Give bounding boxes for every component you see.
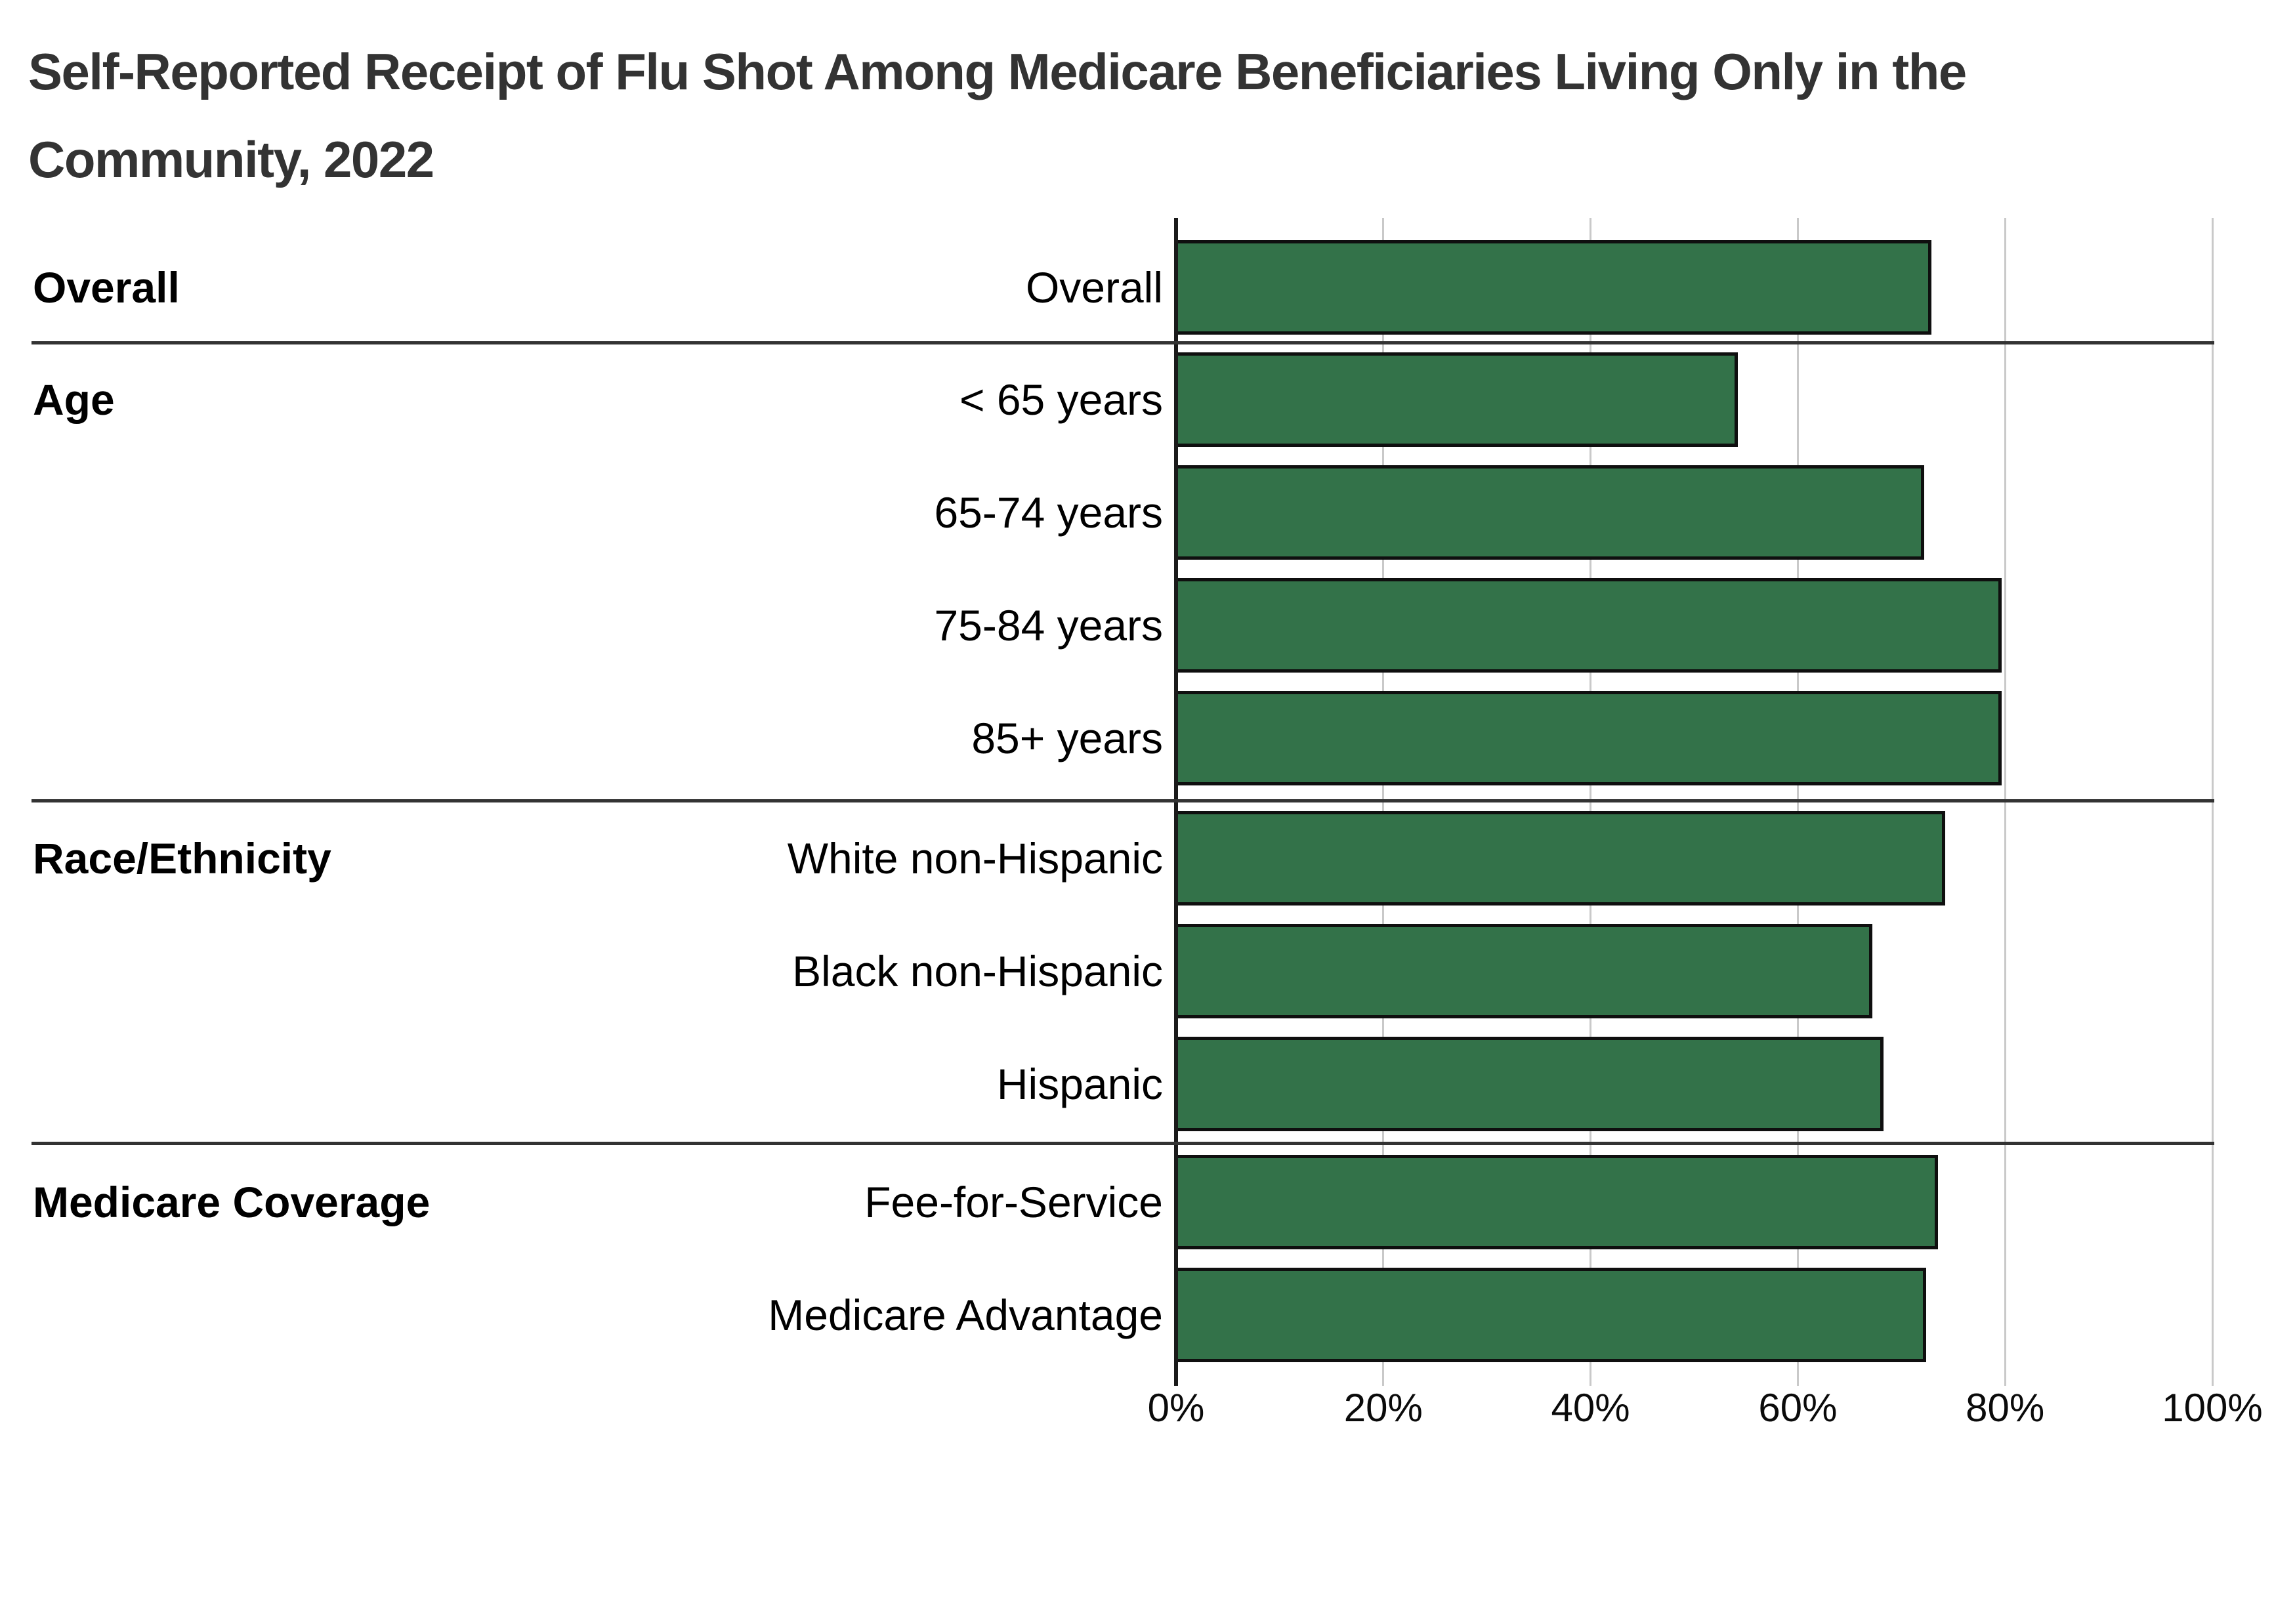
- bar: [1174, 811, 1945, 906]
- group-label: Overall: [33, 263, 180, 312]
- x-axis-tick-label: 80%: [1966, 1386, 2045, 1430]
- chart-title-line-2: Community, 2022: [28, 131, 434, 188]
- bar: [1174, 691, 2002, 785]
- x-axis-tick-label: 20%: [1343, 1386, 1423, 1430]
- row-label: 75-84 years: [934, 601, 1163, 650]
- bar: [1174, 465, 1924, 560]
- row-label: 65-74 years: [934, 488, 1163, 537]
- row-label: 85+ years: [971, 714, 1163, 762]
- bar: [1174, 1155, 1938, 1249]
- x-axis-tick-label: 100%: [2162, 1386, 2263, 1430]
- bar: [1174, 1037, 1884, 1131]
- row-label: Fee-for-Service: [864, 1178, 1163, 1226]
- bar: [1174, 240, 1931, 335]
- group-separator-line: [32, 799, 2214, 802]
- group-separator-line: [32, 1142, 2214, 1145]
- group-separator-line: [32, 341, 2214, 344]
- group-label: Age: [33, 375, 115, 424]
- group-label: Medicare Coverage: [33, 1178, 431, 1226]
- bar: [1174, 924, 1872, 1018]
- row-label: < 65 years: [959, 375, 1163, 424]
- chart-title-line-1: Self-Reported Receipt of Flu Shot Among …: [28, 43, 1967, 100]
- x-axis-tick-label: 40%: [1551, 1386, 1630, 1430]
- group-label: Race/Ethnicity: [33, 834, 331, 883]
- bar: [1174, 578, 2002, 673]
- row-label: Overall: [1025, 263, 1163, 312]
- bar: [1174, 1268, 1926, 1362]
- x-axis-tick-label: 60%: [1758, 1386, 1838, 1430]
- bar: [1174, 352, 1738, 447]
- x-axis-tick-label: 0%: [1147, 1386, 1205, 1430]
- chart-title: Self-Reported Receipt of Flu Shot Among …: [28, 28, 2246, 203]
- row-label: Black non-Hispanic: [792, 947, 1163, 995]
- row-label: Medicare Advantage: [768, 1291, 1163, 1339]
- row-label: Hispanic: [996, 1060, 1163, 1108]
- row-label: White non-Hispanic: [787, 834, 1163, 883]
